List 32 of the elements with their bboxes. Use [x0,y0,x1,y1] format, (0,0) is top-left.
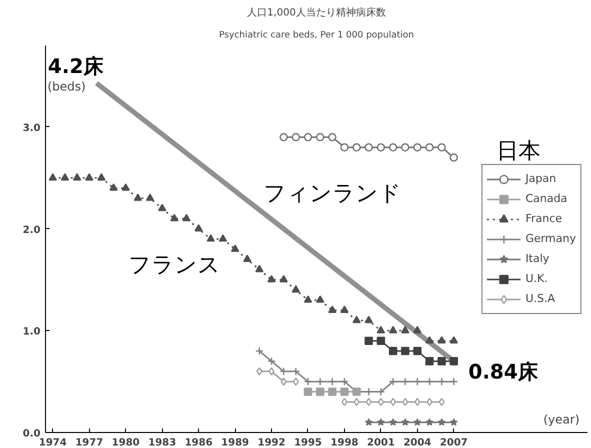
legend-label: Italy [525,252,550,266]
legend-label: Germany [525,232,576,246]
legend-label: Japan [525,172,556,186]
x-tick-label: 1974 [38,438,67,448]
legend-label: France [525,212,562,226]
x-tick-label: 2004 [403,438,432,448]
x-tick-label: 1977 [75,438,104,448]
x-tick-label: 1983 [148,438,176,448]
y-axis-title: (beds) [48,80,86,94]
y-tick-label: 3.0 [22,122,41,134]
legend-label: Canada [525,192,568,206]
x-tick-label: 1992 [258,438,286,448]
chart-subtitle: Psychiatric care beds, Per 1 000 population [219,30,414,40]
annotation: 4.2床 [48,54,104,78]
y-tick-label: 1.0 [22,326,41,338]
x-tick-label: 1998 [330,438,358,448]
annotation: フランス [128,252,220,278]
x-tick-label: 1980 [112,438,140,448]
legend-label: U.S.A [525,292,555,306]
x-tick-label: 2001 [366,438,395,448]
x-tick-label: 1995 [294,438,322,448]
y-tick-label: 0.0 [22,428,41,440]
x-tick-label: 2007 [440,438,468,448]
x-tick-label: 1986 [184,438,213,448]
annotation: フィンランド [263,182,402,207]
x-axis-title: (year) [543,412,580,426]
annotation: 日本 [496,138,540,164]
legend-label: U.K. [525,272,548,286]
annotation: 0.84床 [468,359,539,384]
x-tick-label: 1989 [221,438,250,448]
chart-title: 人口1,000人当たり精神病床数 [247,6,386,18]
y-tick-label: 2.0 [22,224,41,236]
